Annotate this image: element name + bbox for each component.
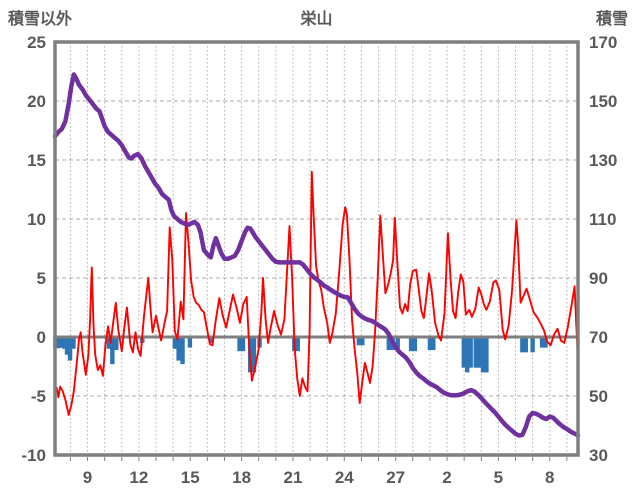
blue-bars-bar [543,337,548,348]
blue-bars-bar [473,337,478,368]
blue-bars-bar [520,337,525,353]
right-tick-label: 90 [589,269,608,288]
blue-bars-bar [412,337,418,352]
blue-bars-bar [468,337,473,368]
blue-bars-bar [62,337,67,349]
left-tick-label: 15 [27,151,46,170]
right-tick-label: 110 [589,210,616,229]
blue-bars-bar [56,337,61,349]
left-axis-title: 積雪以外 [8,11,73,28]
x-tick-label: 5 [494,468,503,487]
plot-border [53,40,580,457]
blue-bars-bar [187,337,193,348]
blue-bars-bar [386,337,392,350]
blue-bars-bar [67,337,73,361]
blue-bars-bar [395,337,400,349]
blue-bars-bar [240,337,246,352]
x-tick-label: 27 [386,468,405,487]
blue-bars-bar [172,337,178,349]
blue-bars-bar [480,337,486,373]
x-tick-label: 15 [181,468,200,487]
blue-bars-bar [484,337,489,373]
right-tick-label: 50 [589,387,608,406]
left-tick-label: -10 [21,446,46,465]
blue-bars-bar [110,337,115,365]
x-tick-label: 9 [83,468,92,487]
x-tick-label: 18 [232,468,251,487]
left-tick-label: 10 [27,210,46,229]
blue-bars-bar [477,337,482,368]
blue-bars-bar [114,337,119,350]
right-axis-title: 積雪 [595,11,628,28]
right-tick-label: 30 [589,446,608,465]
left-tick-label: 5 [37,269,46,288]
blue-bars-bar [408,337,414,352]
blue-bars-bar [64,337,70,355]
blue-bars-bar [180,337,185,365]
blue-bars-bar [176,337,181,361]
blue-bars-bar [71,337,76,349]
blue-bars-bar [208,337,213,343]
snow-depth-purple-line [52,72,581,438]
x-tick-label: 2 [442,468,451,487]
blue-bars-bar [523,337,528,353]
blue-bars-bar [237,337,242,352]
x-tick-label: 21 [283,468,302,487]
blue-bars-bar [427,337,433,350]
blue-bars-bar [465,337,470,373]
blue-bars-bar [431,337,436,350]
blue-bars-bar [295,337,300,352]
blue-bars-bar [530,337,535,353]
x-tick-label: 8 [545,468,554,487]
blue-bars-bar [360,337,365,346]
left-tick-label: -5 [31,387,46,406]
blue-bars-bar [461,337,467,368]
x-tick-label: 24 [335,468,354,487]
left-tick-label: 25 [27,33,46,52]
left-tick-label: 0 [37,328,46,347]
left-tick-label: 20 [27,92,46,111]
blue-bars-bar [106,337,112,349]
blue-bars-bar [356,337,362,346]
right-tick-label: 70 [589,328,608,347]
blue-bars-bar [539,337,545,348]
right-tick-label: 150 [589,92,617,111]
chart-title: 栄山 [300,11,333,28]
right-tick-label: 130 [589,151,617,170]
blue-bars-bar [251,337,257,373]
blue-bars-bar [59,337,64,348]
temperature-red-line [54,170,579,416]
x-tick-label: 12 [129,468,148,487]
right-tick-label: 170 [589,33,617,52]
